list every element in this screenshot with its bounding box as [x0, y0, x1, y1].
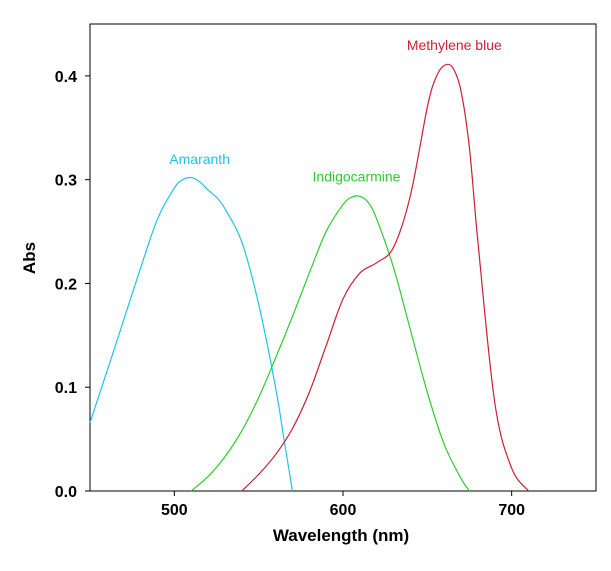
- label-layer: Amaranth Indigocarmine Methylene blue: [169, 37, 502, 185]
- series-line-amaranth: [89, 176, 293, 492]
- y-tick-label: 0.4: [55, 69, 77, 86]
- x-axis-title: Wavelength (nm): [273, 526, 409, 545]
- series-label-amaranth: Amaranth: [169, 151, 230, 167]
- series-line-methylene-blue: [241, 63, 530, 492]
- series-layer: [89, 63, 530, 492]
- y-axis-title: Abs: [20, 242, 39, 274]
- y-tick-label: 0.0: [55, 484, 77, 501]
- x-tick-label: 700: [498, 502, 525, 519]
- x-tick-label: 600: [330, 502, 357, 519]
- axes: 500 600 700 0.0 0.1 0.2 0.3 0.4: [55, 23, 597, 519]
- series-label-methylene-blue: Methylene blue: [407, 37, 502, 53]
- series-label-indigocarmine: Indigocarmine: [313, 169, 401, 185]
- x-tick-label: 500: [161, 502, 188, 519]
- plot-frame: [89, 23, 597, 492]
- y-tick-label: 0.2: [55, 276, 77, 293]
- y-tick-label: 0.3: [55, 173, 77, 190]
- y-tick-label: 0.1: [55, 380, 77, 397]
- series-line-indigocarmine: [190, 195, 470, 492]
